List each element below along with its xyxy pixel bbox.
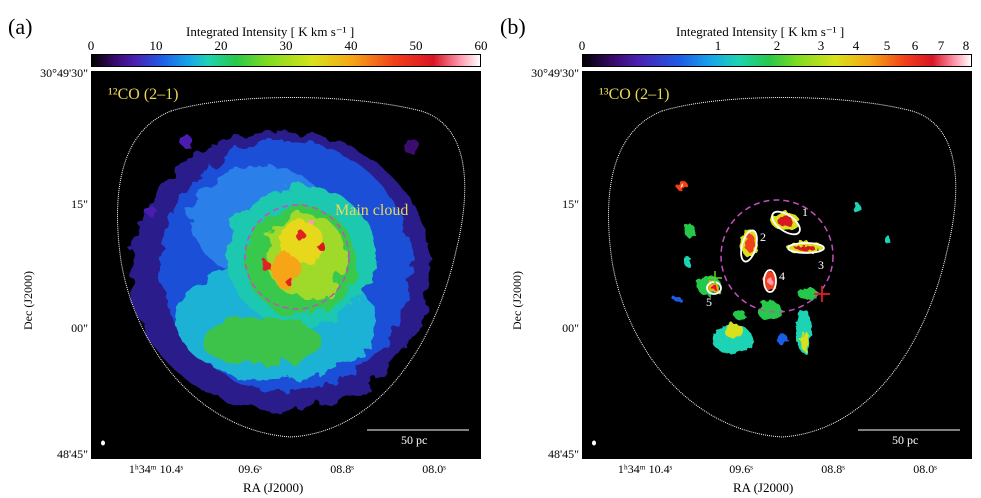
panel-b-map: ¹³CO (2–1) 1 2 3 4 5 50 pc <box>582 71 972 459</box>
y-axis-label: Dec (J2000) <box>21 271 35 330</box>
molecule-label: ¹³CO (2–1) <box>599 86 670 103</box>
colorbar-tick-label: 30 <box>279 38 293 53</box>
y-tick-label: 48'45" <box>547 447 579 461</box>
clump-label-5: 5 <box>706 295 712 309</box>
y-tick-label: 15" <box>562 197 579 211</box>
clump-4-ellipse <box>763 269 777 293</box>
x-axis-label: RA (J2000) <box>243 480 304 495</box>
green-cross-marker <box>708 271 722 285</box>
y-tick-label: 30°49'30" <box>531 66 579 80</box>
main-cloud-circle <box>244 204 350 310</box>
panel-b-letter: (b) <box>500 14 526 39</box>
colorbar-tick-label: 5 <box>883 38 891 53</box>
panel-a-map: ¹²CO (2–1) Main cloud 50 pc <box>91 71 481 459</box>
clump-2-ellipse <box>740 229 758 263</box>
y-tick-label: 15" <box>71 197 88 211</box>
colorbar-tick-label: 0 <box>87 38 95 53</box>
main-cloud-label: Main cloud <box>335 202 409 219</box>
colorbar-tick-label: 6 <box>911 38 919 53</box>
panel-a-letter: (a) <box>8 14 33 39</box>
x-tick-label: 09.6ˢ <box>729 462 753 476</box>
panel-a-colorbar-ticklabels: 0 10 20 30 40 50 60 <box>87 38 488 64</box>
clump-label-3: 3 <box>818 258 824 272</box>
x-tick-label: 08.8ˢ <box>821 462 845 476</box>
field-boundary <box>608 97 957 438</box>
field-boundary <box>117 97 466 438</box>
colorbar-tick-label: 7 <box>937 38 945 53</box>
beam-ellipse <box>101 440 105 446</box>
colorbar-tick-label: 40 <box>344 38 358 53</box>
x-tick-label: 08.0ˢ <box>422 462 446 476</box>
panel-b-colorbar <box>582 54 972 67</box>
y-tick-label: 00" <box>562 321 579 335</box>
colorbar-tick-label: 8 <box>962 38 970 53</box>
clump-label-4: 4 <box>779 269 785 283</box>
x-tick-label: 1ʰ34ᵐ 10.4ˢ <box>128 462 184 476</box>
panel-b-emission-map <box>592 97 960 446</box>
panel-b-colorbar-ticklabels: 0 1 2 3 4 5 6 7 8 <box>578 38 972 64</box>
panel-a-colorbar-title: Integrated Intensity [ K km s⁻¹ ] <box>186 24 355 39</box>
clump-3-ellipse <box>787 242 825 254</box>
scalebar-label: 50 pc <box>892 433 919 447</box>
beam-ellipse <box>592 440 596 446</box>
y-tick-label: 00" <box>71 321 88 335</box>
colorbar-tick-label: 3 <box>817 38 825 53</box>
clump-5-ellipse <box>706 281 722 295</box>
clump-label-2: 2 <box>760 230 766 244</box>
colorbar-tick-label: 4 <box>852 38 860 53</box>
colorbar-tick-label: 50 <box>409 38 423 53</box>
panel-b-colorbar-title: Integrated Intensity [ K km s⁻¹ ] <box>676 24 845 39</box>
y-tick-label: 48'45" <box>56 447 88 461</box>
x-tick-label: 09.6ˢ <box>238 462 262 476</box>
clump-label-1: 1 <box>802 205 808 219</box>
red-cross-marker <box>814 286 830 302</box>
x-tick-label: 1ʰ34ᵐ 10.4ˢ <box>617 462 673 476</box>
x-tick-label: 08.8ˢ <box>330 462 354 476</box>
molecule-label: ¹²CO (2–1) <box>108 86 179 103</box>
colorbar-tick-label: 0 <box>578 38 586 53</box>
y-tick-label: 30°49'30" <box>40 66 88 80</box>
panel-a-colorbar <box>91 54 481 67</box>
x-axis-label: RA (J2000) <box>733 480 794 495</box>
scalebar-label: 50 pc <box>401 433 428 447</box>
y-axis-label: Dec (J2000) <box>510 271 524 330</box>
clump-1-ellipse <box>771 210 801 236</box>
colorbar-tick-label: 10 <box>149 38 163 53</box>
main-cloud-circle <box>720 199 834 313</box>
colorbar-tick-label: 2 <box>773 38 781 53</box>
colorbar-tick-label: 20 <box>214 38 228 53</box>
colorbar-tick-label: 60 <box>474 38 488 53</box>
panel-a-emission-map <box>101 97 469 446</box>
x-tick-label: 08.0ˢ <box>913 462 937 476</box>
colorbar-tick-label: 1 <box>714 38 722 53</box>
